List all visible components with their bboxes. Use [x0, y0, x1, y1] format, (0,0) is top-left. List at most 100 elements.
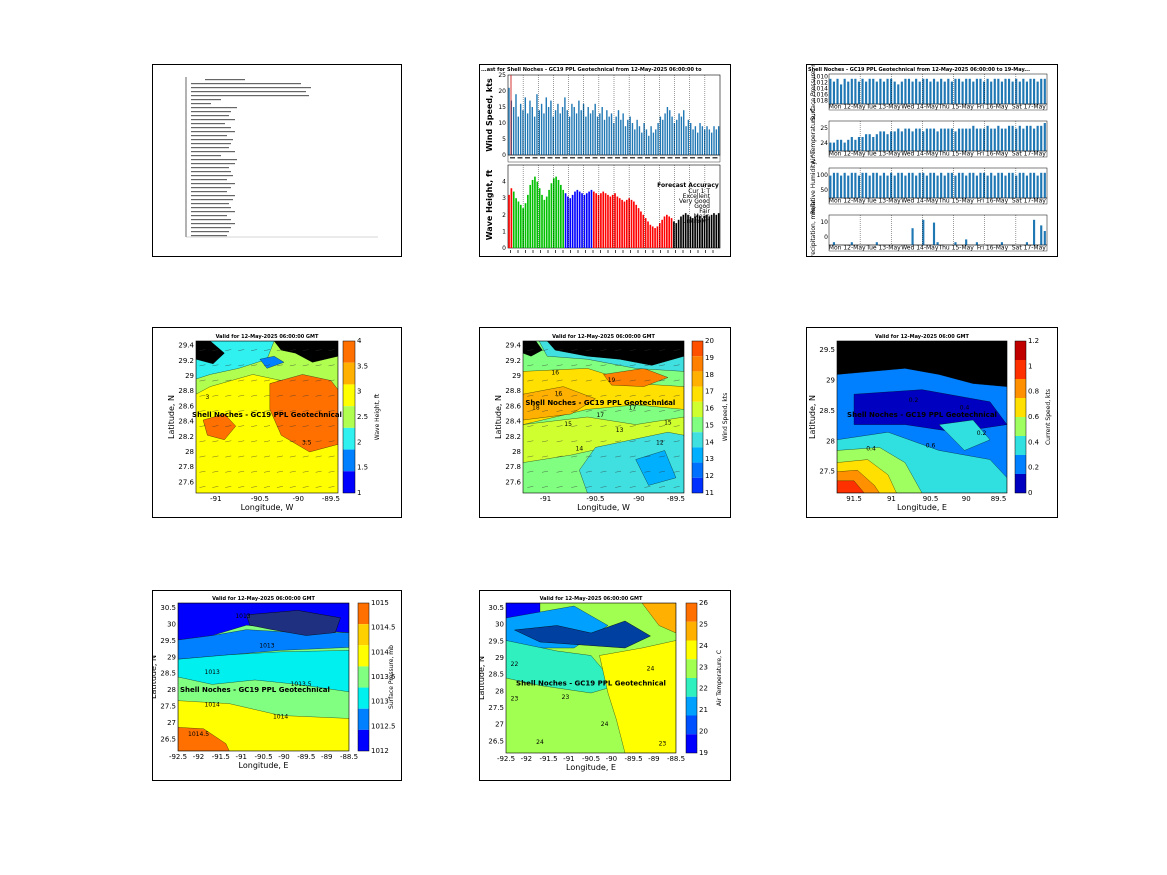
map-contour-label: 22 — [511, 661, 519, 668]
wave-bar — [687, 214, 689, 248]
ocean-bar — [1043, 231, 1046, 245]
map-contour-label: 3 — [205, 394, 209, 401]
map-ytick: 28.5 — [819, 407, 835, 415]
wind-bar — [699, 123, 701, 155]
map-vector-arrow — [315, 364, 322, 367]
colorbar-segment — [686, 659, 697, 678]
ocean-bar — [875, 242, 878, 245]
map-contour-label: 15 — [564, 421, 572, 428]
wind-bar — [713, 126, 715, 155]
map-ytick: 28 — [826, 437, 835, 445]
wind-bar — [685, 126, 687, 155]
ocean-bar — [979, 78, 982, 104]
wave-time-label — [697, 250, 699, 253]
map-vector-arrow — [644, 349, 651, 351]
map-land — [273, 341, 338, 363]
map-vector-arrow — [238, 379, 245, 382]
ocean-day-label: Sat 17-May — [1012, 104, 1046, 111]
ocean-bar — [911, 131, 914, 151]
ocean-bar — [925, 128, 928, 151]
map-vector-arrow — [600, 364, 607, 367]
ocean-bar — [936, 131, 939, 151]
ocean-bar — [982, 128, 986, 151]
colorbar-label: Wave Height, ft — [374, 393, 381, 440]
wave-bar — [661, 219, 663, 248]
wind-time-label — [600, 157, 605, 159]
colorbar-segment — [343, 471, 355, 493]
wind-map-panel: Valid for 12-May-2025 06:00:00 GMT 16 18 19… — [479, 327, 731, 518]
map-vector-arrow — [263, 349, 271, 351]
colorbar-segment — [358, 624, 369, 646]
ocean-bar — [843, 172, 846, 198]
map-vector-arrow — [615, 379, 622, 382]
map-contour-label: 0.2 — [977, 430, 987, 437]
ocean-bar — [915, 175, 918, 198]
map-vector-arrow — [600, 470, 607, 473]
wind-bar — [545, 97, 547, 155]
map-ytick: 28.5 — [488, 671, 504, 679]
colorbar-tick: 24 — [699, 642, 708, 650]
colorbar-tick: 1.5 — [357, 464, 368, 472]
map-ytick: 29.5 — [819, 346, 835, 354]
map-vector-arrow — [615, 364, 622, 367]
timeseries-panel: ...ast for Shell Noches - GC19 PPL Geote… — [479, 64, 731, 257]
wind-bar — [715, 129, 718, 155]
ocean-bar — [911, 228, 914, 245]
ocean-bar — [850, 137, 853, 151]
map-vector-arrow — [199, 440, 206, 443]
map-land — [196, 341, 225, 365]
ocean-bar — [940, 128, 943, 151]
ocean-bar — [1018, 125, 1021, 151]
ocean-bar — [965, 128, 968, 151]
wind-bar — [566, 110, 568, 155]
report-text-line — [191, 167, 229, 169]
ocean-ytick: 25 — [820, 125, 828, 132]
wind-bar — [650, 126, 652, 155]
ocean-bar — [850, 78, 853, 104]
map-contour-label: 23 — [511, 696, 519, 703]
map-station-label: Shell Noches - GC19 PPL Geotechnical — [516, 680, 666, 688]
map-vector-arrow — [600, 379, 607, 382]
report-text-line — [191, 163, 235, 165]
ocean-bar — [922, 78, 925, 104]
colorbar-tick: 20 — [705, 337, 714, 345]
map-vector-arrow — [328, 470, 335, 473]
report-text-line — [191, 227, 231, 229]
report-text-line — [191, 139, 233, 141]
report-text-svg — [185, 77, 378, 238]
ocean-bar — [936, 175, 939, 198]
ocean-day-label: Thu 15-May — [937, 198, 974, 205]
wind-bar — [554, 110, 557, 155]
wind-time-label — [510, 157, 515, 159]
ocean-bar — [1025, 175, 1029, 198]
ocean-bar — [929, 128, 932, 151]
wind-bar — [648, 135, 650, 155]
ocean-bar — [836, 78, 839, 104]
ocean-bar — [972, 172, 975, 198]
ocean-bar — [1015, 175, 1018, 198]
ocean-bar — [907, 78, 911, 104]
ocean-bar — [865, 81, 868, 104]
ocean-bar — [886, 175, 889, 198]
map-contour-region — [938, 419, 991, 451]
ocean-bar — [875, 81, 878, 104]
wave-bar — [713, 213, 715, 248]
wave-time-label — [510, 250, 511, 253]
map-vector-arrow — [644, 455, 651, 458]
map-vector-arrow — [644, 425, 651, 427]
map-ytick: 27.6 — [505, 478, 521, 486]
map-contour-label: 18 — [532, 404, 540, 411]
map-vector-arrow — [527, 486, 534, 488]
map-vector-arrow — [571, 364, 578, 367]
wave-time-label — [607, 250, 609, 253]
map-xlabel: Longitude, E — [239, 761, 289, 770]
wind-bar — [706, 126, 708, 155]
report-panel — [152, 64, 402, 257]
report-text-line — [191, 203, 229, 205]
map-contour-label: 13 — [616, 427, 624, 434]
ocean-bar — [1029, 125, 1032, 151]
wind-time-label — [630, 157, 635, 159]
map-vector-arrow — [276, 440, 283, 443]
report-text-line — [191, 155, 221, 157]
map-vector-arrow — [225, 470, 232, 473]
